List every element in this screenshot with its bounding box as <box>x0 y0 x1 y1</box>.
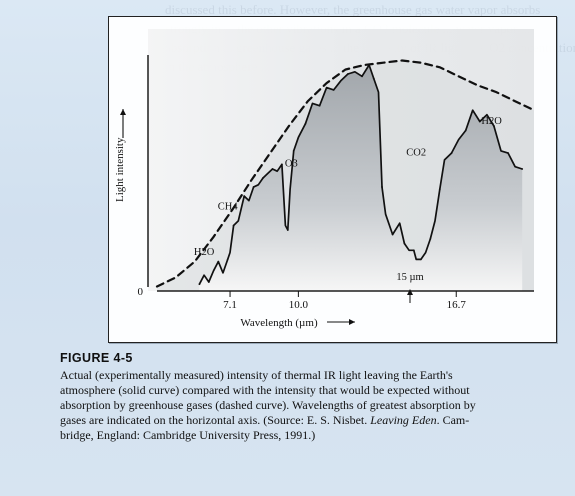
data-point-actual <box>262 177 264 179</box>
data-point-actual <box>403 242 406 245</box>
data-point-actual <box>391 233 394 236</box>
data-point-actual <box>243 195 246 198</box>
data-point-actual <box>412 249 415 252</box>
caption-book-title: Leaving Eden <box>370 413 437 427</box>
caption-title: FIGURE 4-5 <box>60 351 133 365</box>
annotation-label: CO2 <box>406 147 426 158</box>
data-point-actual <box>252 186 255 188</box>
co2-arrow-icon <box>407 289 413 295</box>
data-point-actual <box>232 224 235 227</box>
data-point-actual <box>198 283 201 286</box>
caption-line-4-start: gases are indicated on the horizontal ax… <box>60 413 371 427</box>
data-point-actual <box>226 258 229 261</box>
data-point-actual <box>304 122 307 125</box>
data-point-actual <box>381 186 383 188</box>
caption-line-1: Actual (experimentally measured) intensi… <box>60 368 453 382</box>
x-axis-label: Wavelength (µm) <box>240 317 318 329</box>
caption-line-3: absorption by greenhouse gases (dashed c… <box>60 398 476 412</box>
data-point-actual <box>217 260 220 263</box>
y-axis-arrow-icon <box>120 109 126 115</box>
y-axis-label: Light intensity <box>114 137 126 202</box>
data-point-actual <box>420 258 422 261</box>
annotation-label: H2O <box>481 116 502 127</box>
data-point-actual <box>207 281 210 283</box>
data-point-actual <box>464 129 467 132</box>
data-point-actual <box>372 77 375 80</box>
figure-caption: FIGURE 4-5 Actual (experimentally measur… <box>60 351 560 443</box>
data-point-actual <box>507 152 509 155</box>
origin-label: 0 <box>138 286 144 298</box>
plot-layer <box>155 59 536 291</box>
y-label-group: Light intensity <box>114 137 126 202</box>
data-point-actual <box>493 125 495 127</box>
x-tick-label: 10.0 <box>289 299 309 311</box>
data-point-actual <box>521 168 524 170</box>
arrow-label-15um: 15 µm <box>396 272 423 283</box>
data-point-actual <box>347 73 349 75</box>
data-point-actual <box>318 104 321 107</box>
data-point-actual <box>332 89 335 91</box>
data-point-actual <box>438 188 441 191</box>
x-tick-label: 7.1 <box>223 299 237 311</box>
data-point-actual <box>286 229 289 231</box>
caption-line-5: bridge, England: Cambridge University Pr… <box>60 428 316 442</box>
data-point-actual <box>478 120 481 123</box>
x-axis-arrow-icon <box>349 319 355 325</box>
x-tick-label: 16.7 <box>447 299 467 311</box>
caption-line-2: atmosphere (solid curve) compared with t… <box>60 383 470 397</box>
data-point-actual <box>292 150 295 152</box>
data-point-actual <box>450 152 453 155</box>
data-point-actual <box>361 75 363 78</box>
caption-body: Actual (experimentally measured) intensi… <box>60 368 552 443</box>
caption-line-4: gases are indicated on the horizontal ax… <box>60 413 552 428</box>
figure-frame: 0 7.1 10.0 16.7 Wavelength (µm) Light inte… <box>108 16 557 343</box>
caption-line-4-end: . Cam- <box>436 413 470 427</box>
actual-area <box>199 65 523 291</box>
x-tick-layer: 7.1 10.0 16.7 <box>223 291 466 311</box>
annotation-label: CH4 <box>218 202 239 213</box>
data-point-actual <box>271 168 274 170</box>
annotation-layer: H2O CH4 O3 CO2 H2O <box>194 116 502 258</box>
annotation-label: O3 <box>285 159 298 170</box>
data-point-actual <box>429 238 432 240</box>
chart-svg: 0 7.1 10.0 16.7 Wavelength (µm) Light inte… <box>114 29 536 329</box>
annotation-label: H2O <box>194 247 215 258</box>
data-point-actual <box>281 163 283 166</box>
series-line-expected <box>155 59 536 288</box>
